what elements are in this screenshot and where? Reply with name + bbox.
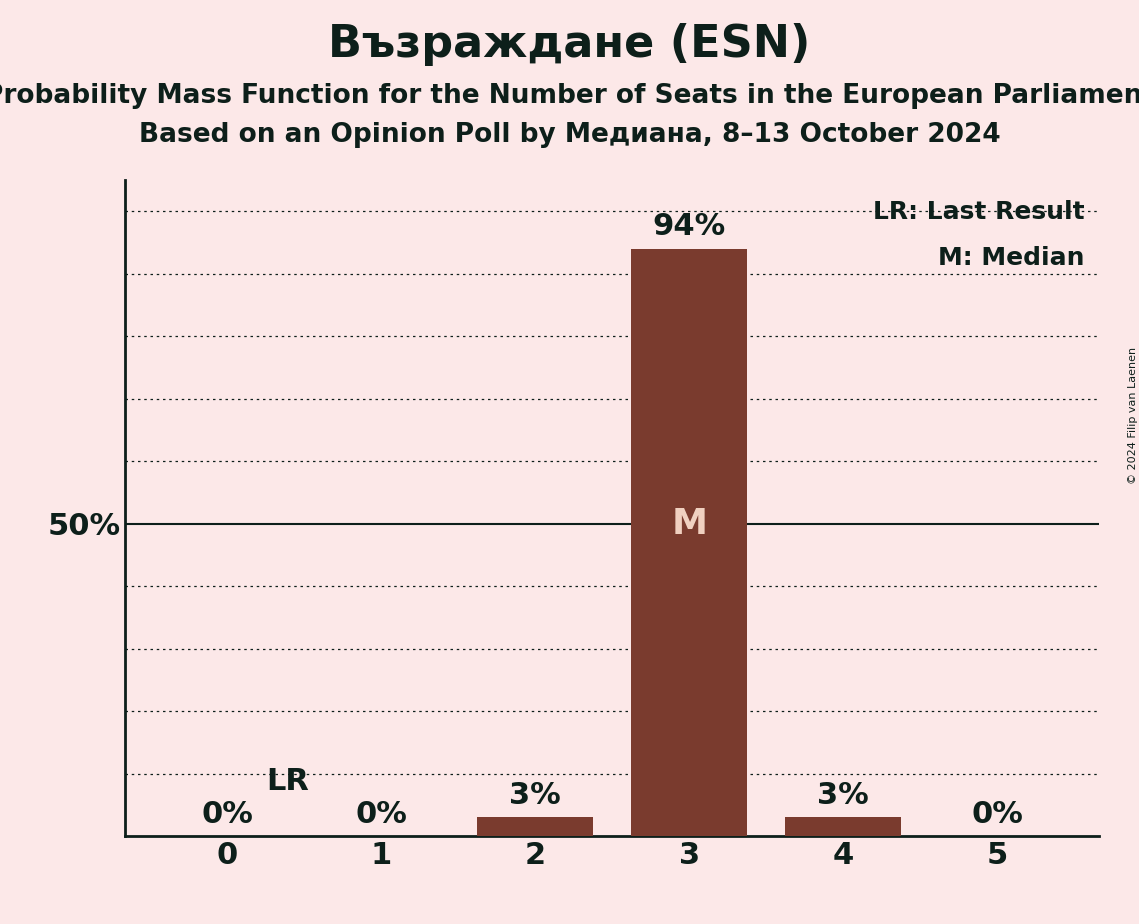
Text: LR: LR bbox=[265, 767, 309, 796]
Text: Възраждане (ESN): Възраждане (ESN) bbox=[328, 23, 811, 67]
Text: 0%: 0% bbox=[972, 800, 1023, 829]
Text: 3%: 3% bbox=[509, 781, 562, 810]
Text: M: M bbox=[671, 507, 707, 541]
Text: © 2024 Filip van Laenen: © 2024 Filip van Laenen bbox=[1129, 347, 1138, 484]
Bar bbox=[631, 249, 747, 836]
Bar bbox=[786, 818, 901, 836]
Text: 3%: 3% bbox=[818, 781, 869, 810]
Text: Based on an Opinion Poll by Медиана, 8–13 October 2024: Based on an Opinion Poll by Медиана, 8–1… bbox=[139, 122, 1000, 148]
Bar bbox=[477, 818, 593, 836]
Text: 0%: 0% bbox=[355, 800, 408, 829]
Text: 0%: 0% bbox=[202, 800, 253, 829]
Text: 94%: 94% bbox=[653, 213, 726, 241]
Text: LR: Last Result: LR: Last Result bbox=[872, 200, 1084, 224]
Text: M: Median: M: Median bbox=[939, 246, 1084, 270]
Text: Probability Mass Function for the Number of Seats in the European Parliament: Probability Mass Function for the Number… bbox=[0, 83, 1139, 109]
